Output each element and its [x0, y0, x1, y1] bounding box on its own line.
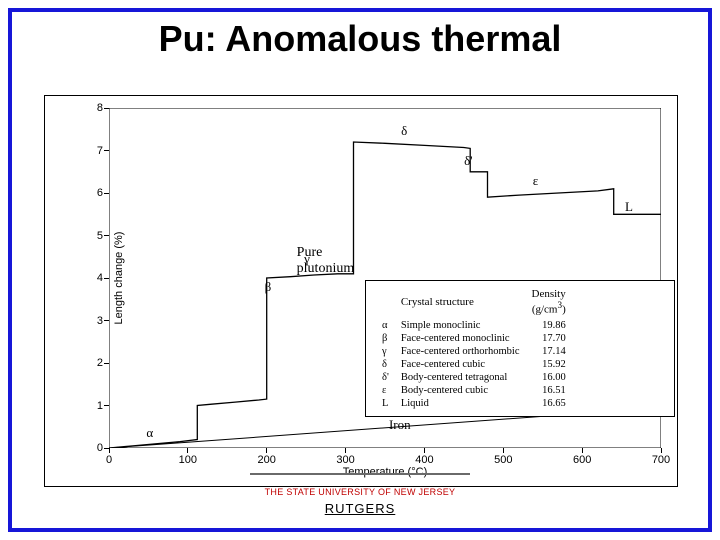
y-tick-label: 3 [87, 315, 103, 327]
iron-label: Iron [389, 417, 411, 433]
y-tick-label: 6 [87, 187, 103, 199]
y-tick-label: 1 [87, 400, 103, 412]
slide-title: Pu: Anomalous thermal [0, 18, 720, 60]
y-tick-label: 7 [87, 145, 103, 157]
thermal-expansion-chart: Length change (%) Temperature (°C) 01002… [44, 95, 678, 487]
y-tick-label: 4 [87, 272, 103, 284]
y-tick-label: 0 [87, 442, 103, 454]
plot-area: Length change (%) Temperature (°C) 01002… [109, 108, 661, 448]
phase-label: δ' [464, 153, 472, 169]
phase-label: α [146, 425, 153, 441]
y-tick-label: 8 [87, 102, 103, 114]
phase-label: ε [533, 173, 538, 189]
crystal-structure-legend: Crystal structureDensity(g/cm3)αSimple m… [365, 280, 675, 417]
phase-label: β [265, 279, 272, 295]
phase-label: δ [401, 123, 407, 139]
y-tick-label: 2 [87, 357, 103, 369]
footer-rutgers: RUTGERS [325, 501, 396, 516]
phase-label: L [625, 199, 633, 215]
footer: THE STATE UNIVERSITY OF NEW JERSEY RUTGE… [0, 464, 720, 518]
annotation-pure-pu: Pure plutonium [297, 245, 355, 277]
footer-university: THE STATE UNIVERSITY OF NEW JERSEY [265, 487, 456, 497]
y-tick-label: 5 [87, 230, 103, 242]
